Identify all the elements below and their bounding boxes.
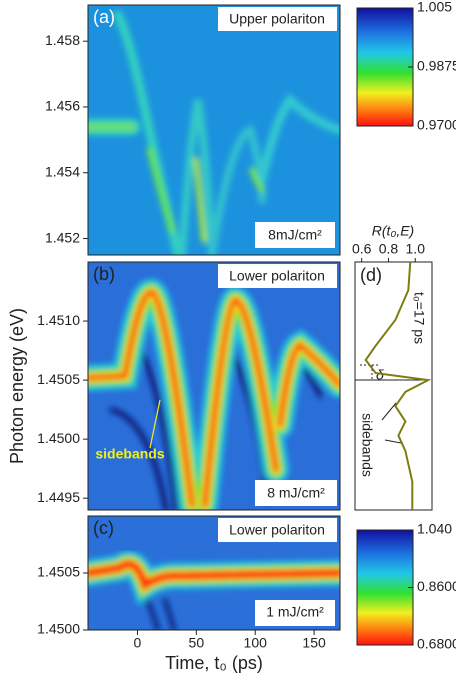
x-tick-label: 0.6 [352, 241, 372, 257]
colorbar-tick-label: 0.9700 [417, 117, 456, 133]
panel-label: (d) [360, 265, 382, 285]
colorbar-tick-label: 0.6800 [417, 636, 456, 652]
panel-title: t₀=17 ps [411, 292, 427, 344]
symbol: δ [376, 367, 384, 383]
label-box [255, 600, 335, 626]
colorbar [357, 530, 413, 645]
heatmap-image [88, 5, 340, 255]
panel-frame [87, 4, 341, 256]
y-tick-label: 1.454 [45, 163, 80, 179]
y-tick-label: 1.4495 [37, 489, 80, 505]
callout: sidebands [95, 446, 164, 462]
y-tick-label: 1.4505 [37, 564, 80, 580]
colorbar-tick-label: 0.9875 [417, 58, 456, 74]
line-series [364, 261, 432, 510]
x-tick-label: 1.0 [406, 241, 426, 257]
y-axis-label: Photon energy (eV) [7, 308, 27, 464]
annotation: 8mJ/cm² [268, 227, 322, 243]
y-tick-label: 1.4505 [37, 371, 80, 387]
y-tick-label: 1.4510 [37, 312, 80, 328]
annotation: 8 mJ/cm² [267, 485, 325, 501]
panel-label: (a) [93, 7, 115, 27]
label-box [218, 518, 337, 542]
x-tick-label: 50 [189, 635, 205, 651]
x-tick-label: 0 [134, 635, 142, 651]
panel-title: Lower polariton [229, 522, 325, 538]
y-tick-label: 1.458 [45, 32, 80, 48]
label-box [218, 264, 337, 288]
panel-title: Upper polariton [229, 11, 325, 27]
y-tick-label: 1.456 [45, 98, 80, 114]
x-tick-label: 100 [244, 635, 268, 651]
annotation: 1 mJ/cm² [266, 604, 324, 620]
panel-frame [87, 261, 341, 511]
x-axis-label: Time, t₀ (ps) [165, 653, 263, 673]
x-axis-label: R(t₀,E) [372, 223, 414, 239]
annotation: sidebands [359, 413, 375, 477]
x-tick-label: 0.8 [379, 241, 399, 257]
y-tick-label: 1.452 [45, 229, 80, 245]
guide-lines [355, 364, 428, 444]
panel-label: (c) [93, 518, 114, 538]
y-tick-label: 1.4500 [37, 430, 80, 446]
label-box [218, 7, 337, 31]
colorbar-tick-label: 0.8600 [417, 578, 456, 594]
panel-frame [354, 261, 433, 511]
colorbar [357, 8, 413, 126]
colorbar-tick-label: 1.040 [417, 521, 452, 537]
x-tick-label: 150 [302, 635, 326, 651]
colorbar-tick-label: 1.005 [417, 0, 452, 15]
panel-label: (b) [93, 264, 115, 284]
heatmap-image [88, 262, 340, 510]
panel-title: Lower polariton [229, 268, 325, 284]
y-tick-label: 1.4500 [37, 621, 80, 637]
label-box [255, 480, 337, 506]
label-box [255, 222, 335, 248]
